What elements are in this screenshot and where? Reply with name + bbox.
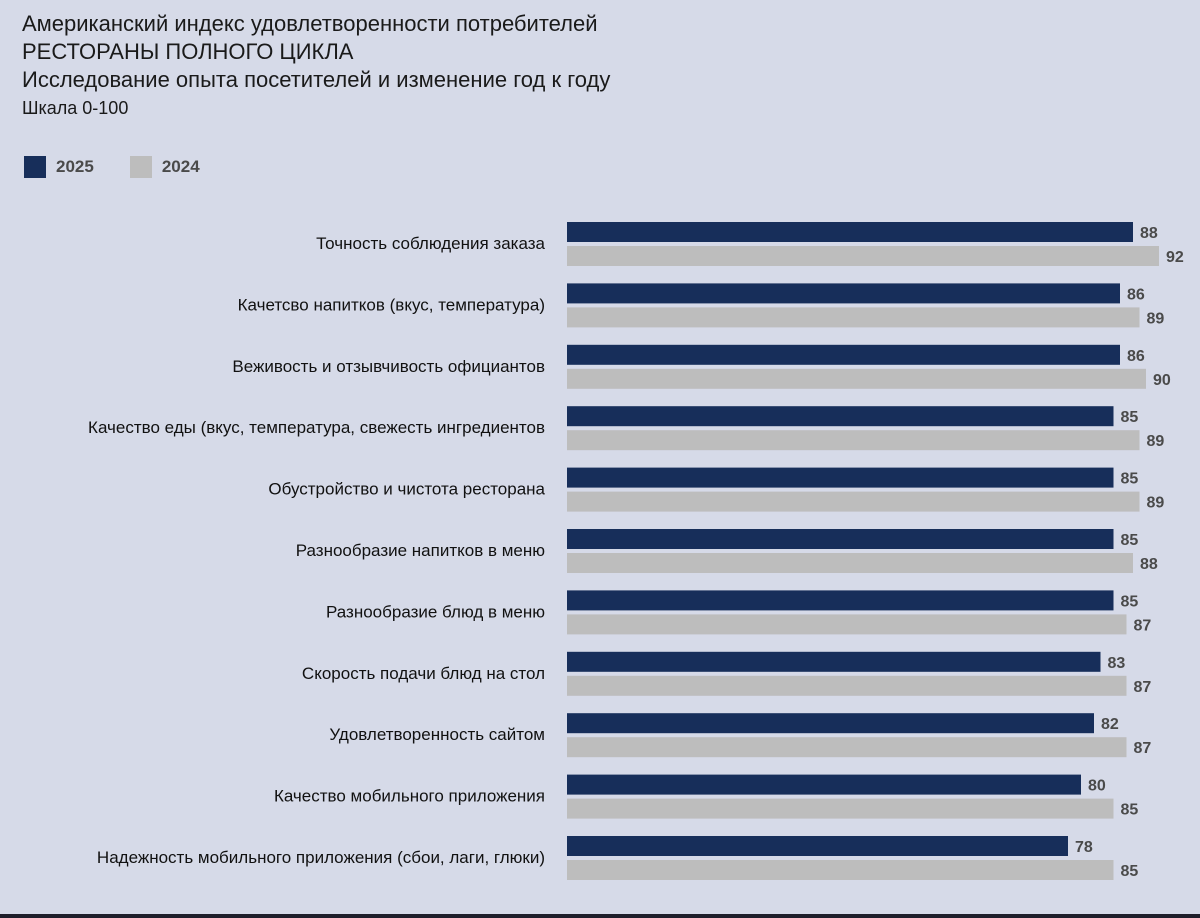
data-label-2024: 90	[1153, 372, 1171, 389]
category-label: Точность соблюдения заказа	[316, 234, 545, 253]
data-label-2024: 87	[1134, 740, 1152, 757]
bar-2025	[567, 406, 1114, 427]
legend-swatch-2025	[24, 156, 46, 178]
data-label-2025: 88	[1140, 225, 1158, 242]
data-label-2024: 87	[1134, 679, 1152, 696]
bar-2025	[567, 836, 1068, 856]
bar-2024	[567, 798, 1114, 819]
legend-item-2024: 2024	[129, 156, 200, 178]
data-label-2024: 89	[1147, 495, 1165, 512]
category-label: Качетсво напитков (вкус, температура)	[238, 295, 545, 314]
chart-subtitle: РЕСТОРАНЫ ПОЛНОГО ЦИКЛА	[22, 39, 354, 64]
category-label: Веживость и отзывчивость официантов	[232, 357, 545, 376]
legend-item-2025: 2025	[24, 156, 94, 178]
data-label-2024: 87	[1134, 617, 1152, 634]
data-label-2025: 83	[1108, 655, 1126, 672]
data-label-2024: 85	[1121, 863, 1139, 880]
category-label: Удовлетворенность сайтом	[329, 725, 545, 744]
category-label: Разнообразие блюд в меню	[326, 602, 545, 621]
bar-2025	[567, 283, 1120, 304]
data-label-2024: 88	[1140, 556, 1158, 573]
bar-2024	[567, 860, 1114, 880]
data-label-2025: 86	[1127, 348, 1145, 365]
chart-legend: 2025 2024	[24, 156, 236, 178]
bar-2025	[567, 651, 1101, 672]
data-label-2024: 85	[1121, 802, 1139, 819]
chart-header: Американский индекс удовлетворенности по…	[22, 10, 610, 121]
legend-swatch-2024	[129, 156, 152, 178]
bar-2025	[567, 713, 1094, 734]
data-label-2025: 86	[1127, 286, 1145, 303]
data-label-2024: 89	[1147, 310, 1165, 327]
data-label-2025: 85	[1121, 532, 1139, 549]
bar-2024	[567, 307, 1140, 328]
data-label-2024: 89	[1147, 433, 1165, 450]
data-label-2025: 85	[1121, 409, 1139, 426]
chart-description: Исследование опыта посетителей и изменен…	[22, 67, 611, 92]
data-label-2025: 85	[1121, 593, 1139, 610]
bar-2024	[567, 614, 1127, 635]
bar-2024	[567, 246, 1159, 266]
data-label-2025: 80	[1088, 778, 1106, 795]
category-label: Обустройство и чистота ресторана	[268, 480, 545, 499]
data-label-2024: 92	[1166, 249, 1184, 266]
chart-title: Американский индекс удовлетворенности по…	[22, 11, 598, 36]
bottom-divider	[0, 914, 1200, 918]
category-label: Качество еды (вкус, температура, свежест…	[88, 418, 545, 437]
data-label-2025: 85	[1121, 471, 1139, 488]
bar-2025	[567, 774, 1081, 795]
legend-label-2025: 2025	[56, 157, 94, 176]
category-label: Скорость подачи блюд на стол	[302, 664, 545, 683]
category-label: Надежность мобильного приложения (сбои, …	[97, 848, 545, 867]
legend-label-2024: 2024	[161, 157, 200, 176]
bar-2025	[567, 222, 1133, 242]
data-label-2025: 82	[1101, 716, 1119, 733]
chart-scale-note: Шкала 0-100	[22, 98, 129, 118]
data-label-2025: 78	[1075, 839, 1093, 856]
bar-2025	[567, 529, 1114, 549]
bar-2025	[567, 344, 1120, 365]
category-label: Разнообразие напитков в меню	[296, 541, 546, 560]
bar-2024	[567, 737, 1127, 758]
bar-2024	[567, 368, 1146, 389]
bar-2025	[567, 467, 1114, 488]
bar-2024	[567, 491, 1140, 512]
bar-2025	[567, 590, 1114, 611]
bar-2024	[567, 430, 1140, 451]
bar-2024	[567, 675, 1127, 696]
bar-2024	[567, 553, 1133, 573]
category-label: Качество мобильного приложения	[274, 787, 545, 806]
